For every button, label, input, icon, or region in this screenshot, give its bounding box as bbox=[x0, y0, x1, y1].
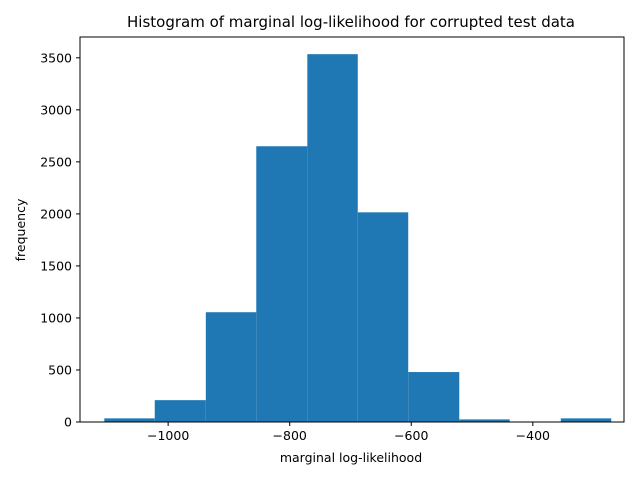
histogram-bar-5 bbox=[307, 54, 358, 423]
y-tick-label: 1500 bbox=[40, 258, 72, 273]
histogram-bar-1 bbox=[104, 418, 155, 422]
histogram-bar-10 bbox=[560, 418, 612, 422]
x-axis-label: marginal log-likelihood bbox=[280, 450, 422, 465]
x-ticks-group: −1000 −800 −600 −400 bbox=[147, 422, 550, 443]
histogram-bar-4 bbox=[256, 146, 308, 422]
histogram-bar-3 bbox=[205, 312, 257, 422]
y-tick-label: 1000 bbox=[40, 310, 72, 325]
y-axis-label: frequency bbox=[13, 198, 28, 261]
axes-frame bbox=[79, 36, 625, 423]
x-tick-label: −800 bbox=[273, 428, 307, 443]
y-tick-label: 0 bbox=[64, 415, 72, 430]
y-tick-label: 3000 bbox=[40, 102, 72, 117]
histogram-bar-7 bbox=[408, 372, 460, 422]
histogram-bar-2 bbox=[154, 400, 206, 422]
x-tick-label: −400 bbox=[516, 428, 550, 443]
bars-group bbox=[104, 54, 612, 423]
x-tick-label: −600 bbox=[394, 428, 428, 443]
histogram-bar-6 bbox=[357, 212, 409, 422]
x-tick-label: −1000 bbox=[147, 428, 189, 443]
y-tick-label: 2000 bbox=[40, 206, 72, 221]
histogram-bar-8 bbox=[459, 419, 510, 422]
y-tick-label: 2500 bbox=[40, 154, 72, 169]
y-tick-label: 500 bbox=[48, 362, 72, 377]
chart-title: Histogram of marginal log-likelihood for… bbox=[127, 13, 575, 31]
y-tick-label: 3500 bbox=[40, 50, 72, 65]
y-ticks-group: 0 500 1000 1500 2000 2500 3000 3500 bbox=[40, 50, 80, 430]
